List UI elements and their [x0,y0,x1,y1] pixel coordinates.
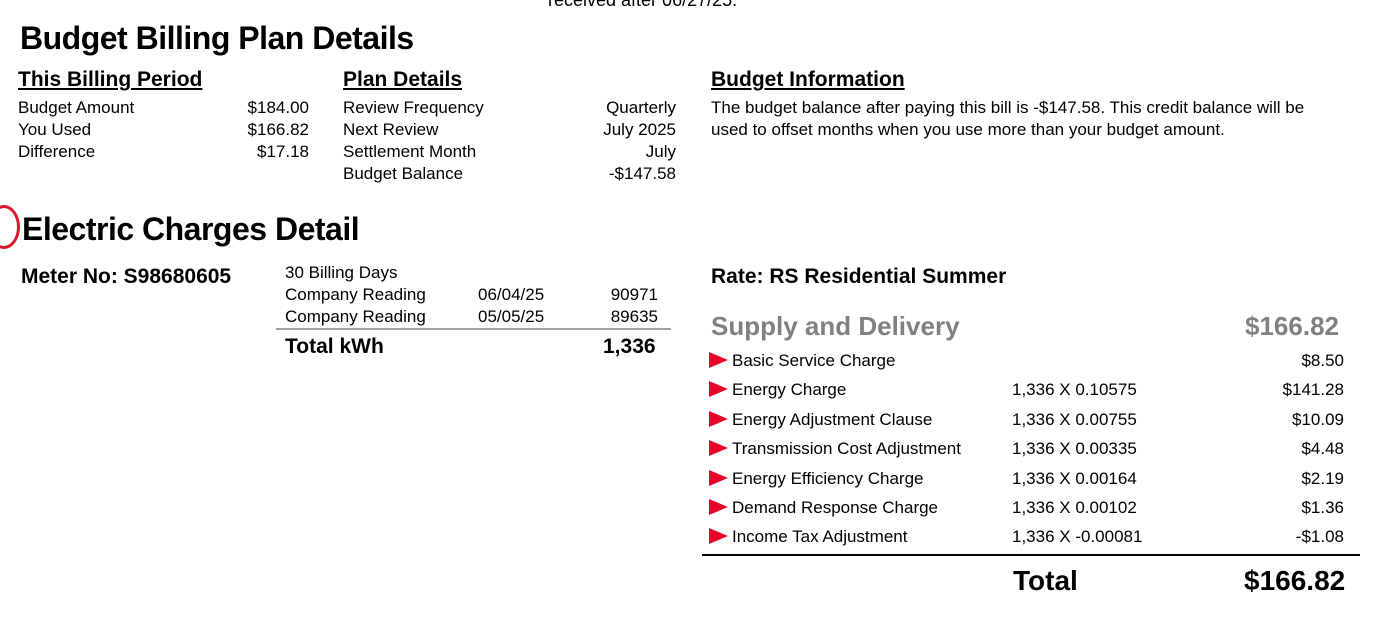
table-row: Energy Charge 1,336 X 0.10575 $141.28 [702,378,1360,407]
charge-amount: $4.48 [1301,439,1344,459]
red-triangle-icon [709,440,728,457]
charge-calc: 1,336 X -0.00081 [1012,527,1143,547]
reading-label: Company Reading [285,285,426,304]
charge-calc: 1,336 X 0.00164 [1012,468,1137,488]
charge-amount: $1.36 [1301,497,1344,517]
row-value: $184.00 [247,98,309,117]
charge-name: Income Tax Adjustment [732,527,908,547]
row-value: $166.82 [247,120,309,139]
row-value: July [645,142,676,161]
supply-delivery-amount: $166.82 [1245,311,1339,341]
charge-name: Demand Response Charge [732,497,939,517]
red-triangle-icon [709,410,728,427]
charge-amount: -$1.08 [1295,527,1344,547]
supply-delivery-label: Supply and Delivery [711,311,960,341]
budget-info-line: used to offset months when you use more … [711,120,1225,139]
table-row: Budget Balance -$147.58 [343,163,676,185]
reading-date: 06/04/25 [478,285,545,304]
charge-name: Transmission Cost Adjustment [732,439,961,459]
charge-amount: $8.50 [1301,351,1344,370]
total-amount: $166.82 [1244,565,1346,596]
table-row: Next Review July 2025 [343,119,676,141]
readings-divider [276,328,671,330]
table-row: Budget Amount $184.00 [18,97,309,119]
charge-name: Energy Efficiency Charge [732,468,924,488]
table-row: You Used $166.82 [18,119,309,141]
cutoff-text: received after 06/27/25. [548,0,738,10]
this-billing-period-table: Budget Amount $184.00 You Used $166.82 Dif… [18,97,309,163]
table-row: Basic Service Charge $8.50 [702,349,1360,378]
total-kwh-label: Total kWh [285,335,384,358]
table-row: Difference $17.18 [18,141,309,163]
table-row: Energy Efficiency Charge 1,336 X 0.00164… [702,467,1360,496]
reading-value: 89635 [610,307,658,326]
total-kwh-value: 1,336 [603,335,656,358]
reading-value: 90971 [610,285,658,304]
charge-calc: 1,336 X 0.00102 [1012,497,1137,517]
charges-divider [702,554,1360,556]
red-triangle-icon [709,498,728,515]
red-triangle-icon [709,381,728,398]
this-billing-period-heading: This Billing Period [18,68,203,91]
red-triangle-icon [709,528,728,545]
row-label: Settlement Month [343,142,477,161]
total-label: Total [1013,565,1078,596]
budget-information-heading: Budget Information [711,68,905,91]
table-row: Income Tax Adjustment 1,336 X -0.00081 -… [702,525,1360,554]
charge-calc: 1,336 X 0.00335 [1012,439,1137,459]
charge-name: Energy Adjustment Clause [732,409,933,429]
table-row: Settlement Month July [343,141,676,163]
row-label: Difference [18,142,96,161]
red-triangle-icon [709,469,728,486]
table-row: Transmission Cost Adjustment 1,336 X 0.0… [702,437,1360,466]
charge-amount: $141.28 [1282,380,1344,400]
reading-row: Company Reading 05/05/25 89635 [285,306,658,328]
charge-name: Basic Service Charge [732,351,896,370]
row-value: July 2025 [603,120,676,139]
table-row: Review Frequency Quarterly [343,97,676,119]
row-value: -$147.58 [608,164,676,183]
row-value: Quarterly [606,98,676,117]
meter-readings: Company Reading 06/04/25 90971 Company R… [285,284,658,328]
charge-calc: 1,336 X 0.10575 [1012,380,1137,400]
charges-table: Basic Service Charge $8.50 Energy Charge… [702,349,1360,555]
charge-amount: $2.19 [1301,468,1344,488]
red-circle-mark-icon [0,205,20,249]
budget-information-text: The budget balance after paying this bil… [711,97,1304,141]
charge-name: Energy Charge [732,380,847,400]
budget-plan-title: Budget Billing Plan Details [20,20,414,56]
billing-days: 30 Billing Days [285,263,398,282]
meter-number: Meter No: S98680605 [21,265,232,288]
budget-info-line: The budget balance after paying this bil… [711,98,1305,117]
row-value: $17.18 [257,142,309,161]
row-label: Budget Balance [343,164,464,183]
charge-amount: $10.09 [1292,409,1344,429]
plan-details-heading: Plan Details [343,68,463,91]
red-triangle-icon [709,352,728,368]
charge-calc: 1,336 X 0.00755 [1012,409,1137,429]
plan-details-table: Review Frequency Quarterly Next Review Jul… [343,97,676,185]
reading-label: Company Reading [285,307,426,326]
rate-label: Rate: RS Residential Summer [711,265,1007,288]
row-label: Next Review [343,120,439,139]
reading-row: Company Reading 06/04/25 90971 [285,284,658,306]
electric-charges-title: Electric Charges Detail [22,211,360,247]
table-row: Demand Response Charge 1,336 X 0.00102 $… [702,496,1360,525]
table-row: Energy Adjustment Clause 1,336 X 0.00755… [702,408,1360,437]
row-label: You Used [18,120,92,139]
row-label: Budget Amount [18,98,135,117]
row-label: Review Frequency [343,98,484,117]
reading-date: 05/05/25 [478,307,545,326]
